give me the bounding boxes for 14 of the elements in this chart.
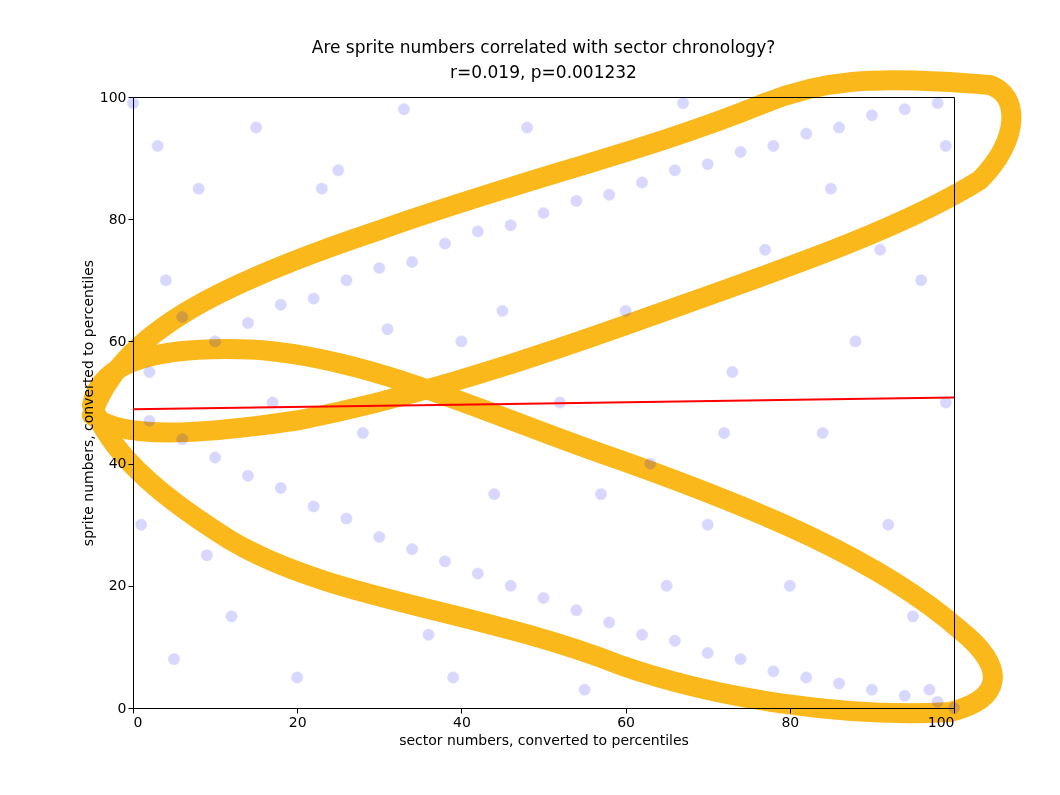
chart-subtitle: r=0.019, p=0.001232 [450, 62, 637, 82]
x-tick-label: 80 [781, 713, 800, 730]
y-tick-label: 20 [108, 577, 127, 594]
x-tick-label: 20 [288, 713, 307, 730]
y-axis-title: sprite numbers, converted to percentiles [79, 259, 96, 547]
y-tick-label: 80 [108, 210, 127, 227]
x-axis-title: sector numbers, converted to percentiles [399, 731, 689, 748]
y-tick-label: 60 [108, 332, 127, 349]
chart-title: Are sprite numbers correlated with sector chronology? [311, 37, 776, 57]
y-tick-label: 0 [117, 699, 127, 716]
x-tick-label: 40 [452, 713, 471, 730]
x-tick-label: 60 [617, 713, 636, 730]
x-tick-label: 0 [133, 713, 143, 730]
y-tick-label: 100 [99, 88, 127, 105]
